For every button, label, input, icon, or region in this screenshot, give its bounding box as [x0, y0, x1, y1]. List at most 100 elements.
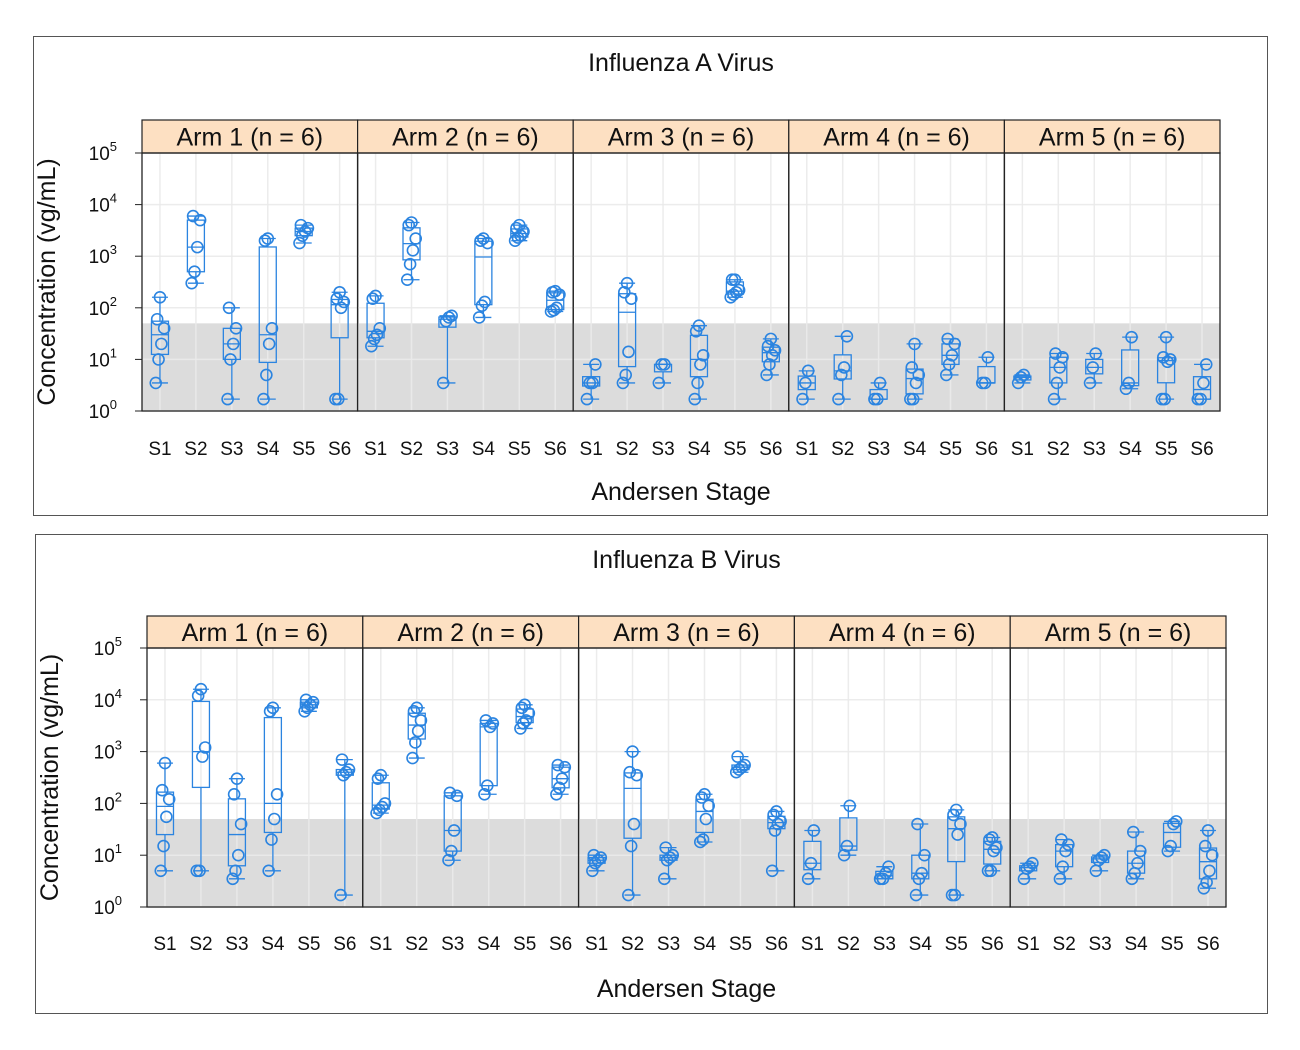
box-group-s2: [1053, 833, 1075, 886]
data-point: [330, 292, 344, 306]
data-point: [558, 760, 572, 774]
panel-arm-4: Arm 4 (n = 6) S1 S2 S3 S4 S5 S6: [793, 615, 1011, 955]
x-tick-label: S2: [831, 439, 854, 460]
x-tick-label: S1: [801, 934, 824, 955]
chart-influenza-a: Influenza A Virus Concentration (vg/mL) An…: [33, 49, 1221, 506]
data-point: [702, 799, 715, 813]
box-group-s4: [1119, 330, 1140, 396]
x-tick-label: S4: [903, 439, 927, 460]
below-threshold-shade: [794, 818, 1011, 907]
data-point: [370, 328, 384, 342]
data-point: [1089, 347, 1102, 360]
data-point: [624, 839, 638, 853]
data-point: [983, 833, 996, 846]
data-point: [1056, 860, 1070, 873]
data-point: [400, 273, 414, 287]
data-point: [954, 817, 967, 831]
y-tick-label: 102: [89, 294, 117, 320]
box-group-s6: [760, 332, 782, 382]
data-point: [985, 831, 999, 844]
box-group-s5: [508, 218, 530, 247]
x-tick-label: S6: [328, 439, 351, 460]
box-group-s1: [1011, 368, 1032, 390]
data-point: [837, 848, 851, 862]
box-group-s1: [365, 289, 387, 353]
data-point: [516, 717, 530, 730]
panel-strip: [572, 119, 790, 154]
y-tick-label: 104: [94, 686, 122, 712]
panel-strip-label: Arm 3 (n = 6): [613, 619, 760, 647]
x-tick-label: S1: [1017, 934, 1040, 955]
data-point: [728, 273, 742, 287]
box-iqr: [983, 840, 1002, 865]
y-tick-base: 10: [89, 144, 110, 165]
panel-frame: [1003, 152, 1221, 412]
data-point: [411, 724, 425, 738]
x-tick-label: S5: [723, 439, 746, 460]
panel-arm-4: Arm 4 (n = 6) S1 S2 S3 S4 S5 S6: [788, 119, 1006, 460]
x-tick-label: S4: [909, 934, 933, 955]
data-point: [688, 392, 702, 406]
x-tick-label: S5: [297, 934, 320, 955]
data-point: [619, 368, 633, 382]
x-tick-label: S1: [585, 934, 608, 955]
y-tick-exponent: 3: [110, 242, 117, 257]
data-point: [981, 350, 995, 364]
x-tick-label: S5: [508, 439, 531, 460]
data-point: [153, 290, 167, 304]
data-point: [796, 392, 809, 406]
data-point: [770, 805, 783, 818]
box-group-s4: [693, 787, 715, 849]
x-tick-label: S1: [795, 439, 818, 460]
x-tick-label: S6: [1190, 439, 1213, 460]
data-point: [666, 848, 680, 862]
x-tick-label: S1: [369, 934, 392, 955]
y-tick-exponent: 2: [110, 294, 117, 309]
x-tick-label: S4: [256, 439, 280, 460]
data-point: [149, 376, 163, 390]
box-group-s2: [622, 745, 644, 902]
data-point: [832, 392, 845, 406]
panel-strip-label: Arm 2 (n = 6): [397, 619, 544, 647]
data-point: [265, 833, 278, 846]
data-point: [406, 751, 419, 765]
x-tick-label: S1: [364, 439, 387, 460]
box-iqr: [443, 795, 462, 852]
data-point: [1169, 815, 1183, 828]
data-point: [443, 786, 457, 800]
box-iqr: [947, 816, 966, 863]
data-point: [265, 322, 279, 335]
data-point: [843, 799, 857, 813]
data-point: [378, 797, 392, 810]
data-point: [155, 783, 169, 797]
x-tick-label: S4: [687, 439, 711, 460]
data-point: [627, 817, 641, 831]
data-point: [263, 704, 277, 718]
data-point: [229, 864, 242, 878]
data-point: [882, 860, 895, 873]
x-tick-label: S1: [153, 934, 176, 955]
data-point: [764, 332, 778, 346]
data-point: [984, 864, 998, 878]
data-point: [586, 864, 599, 878]
panel-strip: [577, 615, 795, 649]
panel-strip-label: Arm 5 (n = 6): [1039, 124, 1186, 152]
data-point: [623, 765, 637, 779]
box-group-s2: [406, 701, 428, 765]
chart-influenza-b: Influenza B Virus Concentration (vg/mL) An…: [36, 546, 1227, 1003]
data-point: [622, 888, 635, 902]
panel-strip: [793, 615, 1011, 649]
y-tick-label: 105: [94, 634, 122, 660]
data-point: [154, 864, 168, 878]
data-point: [331, 392, 345, 406]
box-iqr: [617, 293, 637, 368]
box-group-s4: [904, 337, 926, 406]
data-point: [547, 303, 561, 317]
box-group-s5: [729, 750, 751, 779]
data-point: [481, 236, 494, 250]
box-group-s1: [586, 848, 608, 878]
data-point: [512, 218, 526, 232]
x-tick-label: S5: [945, 934, 968, 955]
x-tick-label: S3: [873, 934, 896, 955]
data-point: [1125, 330, 1138, 344]
